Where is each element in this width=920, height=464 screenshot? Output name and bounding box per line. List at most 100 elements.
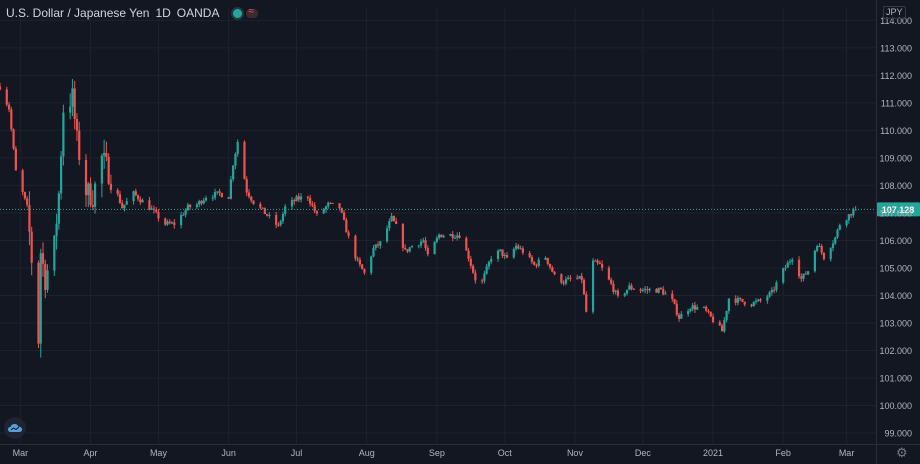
candle-body (768, 292, 771, 297)
candle-body (487, 261, 491, 267)
timeframe-label[interactable]: 1D (155, 6, 171, 20)
candle-body (677, 314, 681, 319)
candle-body (125, 201, 128, 205)
candle-body (259, 203, 262, 208)
y-tick-label: 111.000 (881, 98, 912, 108)
candle-body (804, 273, 807, 275)
candle-body (646, 289, 649, 291)
candle-body (91, 205, 94, 207)
candle-body (435, 237, 438, 242)
candle-body (73, 88, 76, 120)
y-tick-label: 110.000 (880, 126, 912, 136)
candle-body (614, 290, 617, 292)
candle-body (481, 280, 484, 282)
candle-body (759, 299, 762, 301)
y-tick-label: 104.000 (879, 291, 912, 301)
candle-body (786, 262, 789, 268)
chart-header: U.S. Dollar / Japanese Yen 1D OANDA (6, 5, 259, 21)
time-axis[interactable]: Mar Apr May Jun Jul Aug Sep Oct Nov Dec 2021 Feb Mar (0, 444, 920, 459)
candle-body (752, 302, 755, 307)
candle-body (21, 170, 24, 193)
candle-body (784, 267, 787, 269)
candle-body (580, 275, 583, 281)
price-axis[interactable]: 99.000 100.000 101.000 102.000 103.000 104.00… (876, 0, 913, 464)
candle-body (671, 293, 674, 299)
candle-body (521, 248, 524, 253)
candle-body (632, 288, 635, 290)
candle-body (822, 252, 826, 260)
candle-body (329, 202, 332, 204)
candle-body (299, 196, 303, 200)
candle-body (544, 257, 547, 260)
candle-body (426, 248, 429, 255)
candle-body (179, 214, 183, 226)
candle-body (284, 206, 287, 214)
candle-body (30, 231, 33, 263)
market-status[interactable] (231, 6, 259, 20)
candle-body (664, 293, 667, 295)
symbol-name[interactable]: U.S. Dollar / Japanese Yen (6, 6, 150, 20)
candle-body (596, 260, 599, 263)
candle-body (232, 165, 235, 180)
candle-body (134, 191, 137, 196)
candle-body (84, 159, 88, 196)
candle-body (680, 314, 683, 319)
candle-body (234, 153, 237, 166)
candle-body (78, 130, 81, 160)
exchange-label: OANDA (176, 6, 220, 20)
x-tick-label: Mar (13, 448, 29, 458)
candle-body (195, 204, 199, 208)
candle-body (782, 268, 785, 283)
y-tick-label: 102.000 (879, 346, 912, 356)
candle-body (275, 214, 278, 225)
candle-body (390, 215, 393, 222)
candle-body (293, 200, 296, 202)
candle-body (505, 255, 509, 258)
candle-body (204, 198, 208, 201)
candle-body (687, 310, 690, 315)
currency-badge[interactable]: JPY (883, 6, 906, 19)
candle-body (202, 200, 205, 204)
candle-body (23, 192, 26, 199)
candle-body (306, 196, 309, 199)
candle-body (852, 210, 855, 216)
x-tick-label: Apr (84, 448, 98, 458)
candle-body (121, 203, 124, 209)
candle-body (342, 212, 346, 220)
candle-body (845, 220, 848, 226)
candle-body (354, 235, 357, 259)
candle-body (750, 304, 753, 307)
candle-body (820, 245, 823, 253)
candle-body (388, 221, 391, 229)
cloud-logo-icon[interactable] (4, 417, 26, 439)
candle-body (107, 156, 110, 184)
candle-body (582, 280, 586, 295)
candle-body (37, 262, 40, 344)
candle-body (535, 264, 538, 266)
candle-body (551, 267, 554, 272)
x-tick-label: Mar (839, 448, 855, 458)
candle-body (0, 86, 2, 90)
candle-body (625, 289, 629, 294)
candle-body (281, 213, 285, 222)
candle-body (229, 179, 232, 199)
candle-body (93, 183, 97, 207)
candle-body (41, 253, 45, 264)
candle-body (469, 258, 472, 266)
candle-body (311, 203, 314, 206)
candle-body (471, 265, 475, 273)
candle-body (567, 277, 570, 280)
candle-body (182, 214, 185, 216)
gear-icon[interactable]: ⚙ (896, 445, 908, 460)
y-tick-label: 114.000 (880, 16, 912, 26)
candle-body (562, 282, 565, 284)
candle-body (501, 249, 504, 257)
candle-body (829, 248, 832, 260)
y-tick-label: 106.000 (879, 236, 912, 246)
y-tick-label: 107.000 (879, 208, 912, 218)
candle-body (198, 201, 201, 205)
candle-body (693, 305, 697, 310)
candle-body (261, 207, 264, 209)
candle-body (372, 247, 375, 257)
